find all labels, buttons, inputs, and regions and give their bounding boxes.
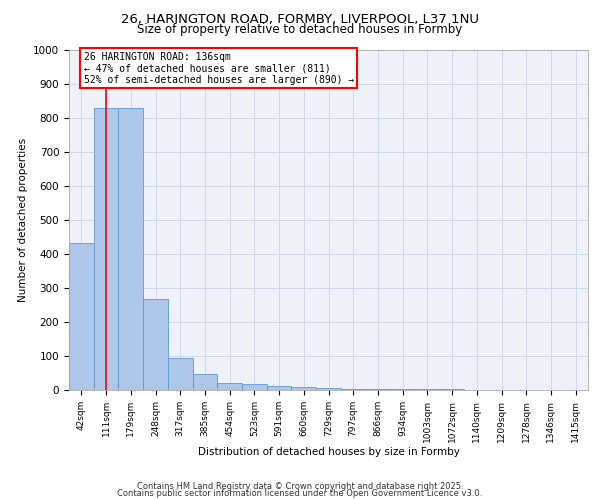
Bar — [193, 374, 217, 390]
Bar — [118, 108, 143, 390]
Bar — [242, 384, 267, 390]
Bar — [69, 243, 94, 390]
Bar — [316, 388, 341, 390]
Bar — [341, 388, 365, 390]
Bar — [390, 389, 415, 390]
Bar — [292, 388, 316, 390]
Text: Size of property relative to detached houses in Formby: Size of property relative to detached ho… — [137, 22, 463, 36]
Bar — [143, 299, 168, 390]
Bar — [168, 358, 193, 390]
Text: Contains public sector information licensed under the Open Government Licence v3: Contains public sector information licen… — [118, 489, 482, 498]
Y-axis label: Number of detached properties: Number of detached properties — [17, 138, 28, 302]
Bar — [94, 108, 118, 390]
Text: Contains HM Land Registry data © Crown copyright and database right 2025.: Contains HM Land Registry data © Crown c… — [137, 482, 463, 491]
Text: 26 HARINGTON ROAD: 136sqm
← 47% of detached houses are smaller (811)
52% of semi: 26 HARINGTON ROAD: 136sqm ← 47% of detac… — [84, 52, 354, 85]
Bar — [217, 382, 242, 390]
Text: 26, HARINGTON ROAD, FORMBY, LIVERPOOL, L37 1NU: 26, HARINGTON ROAD, FORMBY, LIVERPOOL, L… — [121, 12, 479, 26]
Bar — [365, 389, 390, 390]
X-axis label: Distribution of detached houses by size in Formby: Distribution of detached houses by size … — [197, 448, 460, 458]
Bar — [267, 386, 292, 390]
